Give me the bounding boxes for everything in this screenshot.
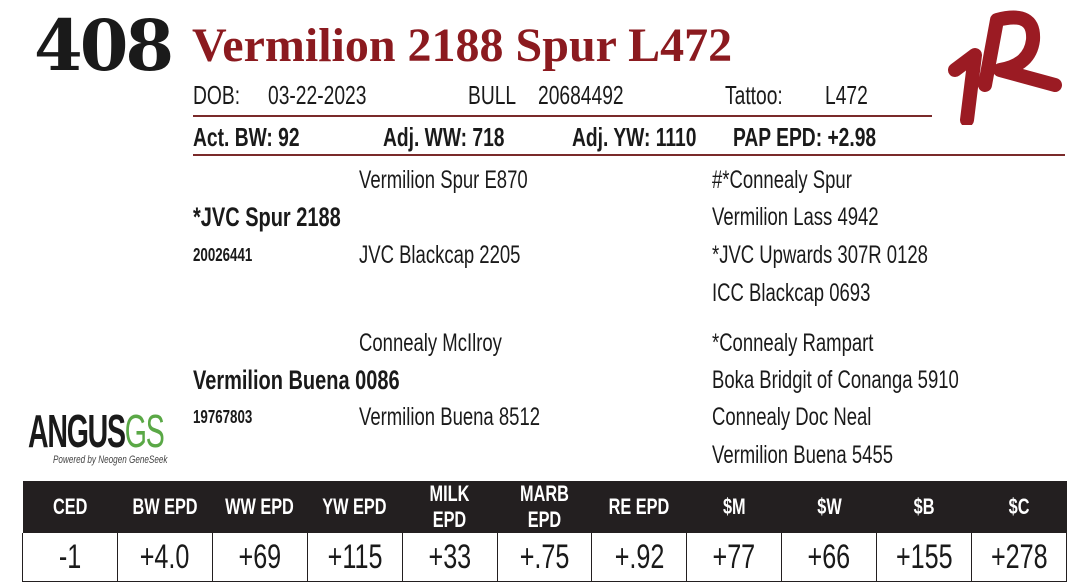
sire-dd: ICC Blackcap 0693: [712, 279, 871, 307]
sire-sire: Vermilion Spur E870: [359, 166, 528, 194]
epd-value: +155: [876, 533, 973, 582]
dob-label: DOB:: [193, 80, 241, 110]
epd-value: +69: [211, 533, 308, 582]
epd-value: +115: [306, 533, 403, 582]
brand-logo-icon: [948, 10, 1062, 125]
sire-name: *JVC Spur 2188: [193, 202, 341, 232]
sire-ds: *JVC Upwards 307R 0128: [712, 241, 928, 269]
epd-header: WW EPD: [212, 481, 308, 533]
epd-value: +33: [401, 533, 498, 582]
logo-angus: ANGUS: [28, 405, 126, 457]
epd-value: +278: [971, 533, 1067, 582]
dam-ds: Connealy Doc Neal: [712, 403, 872, 431]
lot-number: 408: [34, 4, 174, 87]
epd-header: $B: [876, 481, 972, 533]
animal-name: Vermilion 2188 Spur L472: [192, 19, 733, 72]
dam-reg: 19767803: [193, 407, 253, 427]
tattoo-value: L472: [825, 80, 868, 110]
epd-header: YW EPD: [307, 481, 403, 533]
epd-value: +66: [781, 533, 878, 582]
epd-header: CED: [22, 481, 118, 533]
adjusted-ww: Adj. WW: 718: [383, 122, 505, 152]
dam-dd: Vermilion Buena 5455: [712, 441, 894, 469]
epd-header: MILK EPD: [402, 481, 498, 533]
sire-sd: Vermilion Lass 4942: [712, 203, 879, 231]
dob-value: 03-22-2023: [268, 80, 367, 110]
epd-value: +77: [686, 533, 783, 582]
logo-tagline: Powered by Neogen GeneSeek: [53, 454, 168, 466]
epd-value: +.75: [496, 533, 593, 582]
epd-header: $W: [781, 481, 877, 533]
dam-sd: Boka Bridgit of Conanga 5910: [712, 366, 959, 394]
dam-name: Vermilion Buena 0086: [193, 365, 400, 395]
epd-value: +.92: [591, 533, 688, 582]
epd-table: CED BW EPD WW EPD YW EPD MILK EPD MARB EPD RE …: [22, 481, 1067, 582]
dam-dam: Vermilion Buena 8512: [359, 403, 541, 431]
epd-header: RE EPD: [591, 481, 687, 533]
epd-header: BW EPD: [117, 481, 213, 533]
epd-value: -1: [22, 533, 118, 582]
dam-ss: *Connealy Rampart: [712, 329, 874, 357]
epd-header: MARB EPD: [497, 481, 592, 533]
sire-reg: 20026441: [193, 245, 253, 265]
pap-epd: PAP EPD: +2.98: [733, 122, 877, 152]
registration-number: 20684492: [538, 80, 624, 110]
tattoo-label: Tattoo:: [725, 80, 783, 110]
sex: BULL: [468, 80, 517, 110]
logo-gs: GS: [124, 405, 165, 457]
epd-header: $M: [686, 481, 782, 533]
divider: [193, 115, 932, 117]
epd-header: $C: [971, 481, 1067, 533]
sire-dam: JVC Blackcap 2205: [359, 241, 521, 269]
dam-sire: Connealy McIlroy: [359, 329, 502, 357]
sire-ss: #*Connealy Spur: [712, 166, 852, 194]
adjusted-yw: Adj. YW: 1110: [572, 122, 697, 152]
actual-bw: Act. BW: 92: [193, 122, 300, 152]
divider: [193, 154, 1065, 156]
angus-gs-logo: ANGUSGS: [28, 404, 247, 458]
epd-value: +4.0: [116, 533, 213, 582]
